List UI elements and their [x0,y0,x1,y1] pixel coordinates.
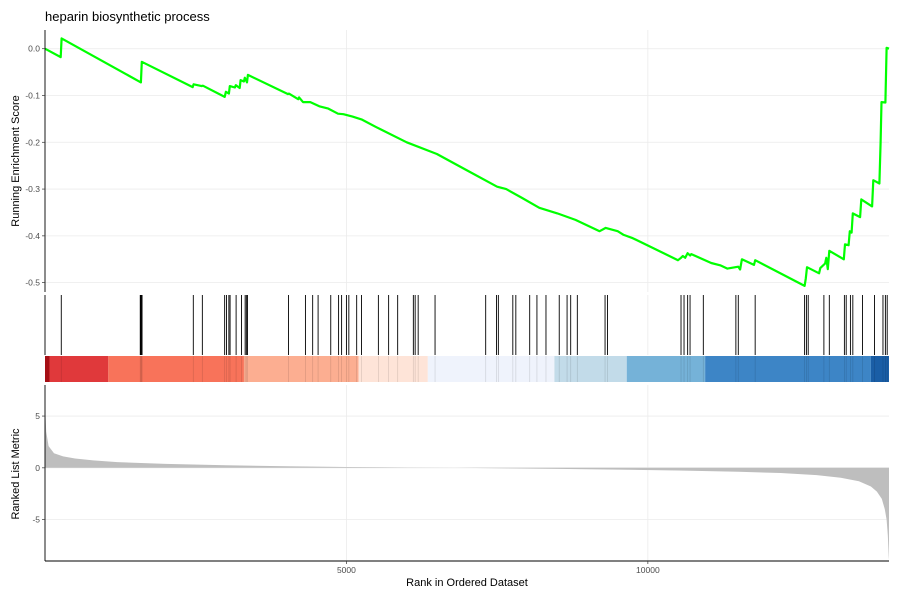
es-y-tick-label: -0.3 [25,184,40,194]
running-es-line [44,37,890,287]
es-y-tick-label: -0.4 [25,231,40,241]
chart-title: heparin biosynthetic process [45,9,210,24]
rank-color-segment [626,356,706,382]
rank-color-segment [45,356,50,382]
es-y-tick-label: -0.2 [25,137,40,147]
rank-color-segment [427,356,555,382]
axis-layer: 0.0 -0.1 -0.2 -0.3 -0.4 -0.5 5 0 -5 5000 10000 [25,30,889,575]
metric-y-tick-label: -5 [32,515,40,525]
x-tick-label: 10000 [636,565,660,575]
x-axis-title: Rank in Ordered Dataset [406,577,528,589]
es-y-tick-label: -0.5 [25,278,40,288]
rank-color-segment [243,356,359,382]
es-y-tick-label: -0.1 [25,91,40,101]
metric-y-tick-label: 0 [35,463,40,473]
rank-color-segment [705,356,871,382]
grid-layer [45,30,889,561]
metric-y-tick-label: 5 [35,411,40,421]
panel-layer [44,37,890,560]
rank-color-segment [358,356,428,382]
rank-color-segment [49,356,109,382]
rank-color-segment [870,356,889,382]
rank-color-segment [108,356,244,382]
es-axis-title: Running Enrichment Score [10,95,22,226]
es-y-tick-label: 0.0 [28,44,40,54]
ranked-metric-area [45,402,889,560]
metric-axis-title: Ranked List Metric [10,428,22,520]
rank-color-segment [554,356,627,382]
x-tick-label: 5000 [337,565,356,575]
